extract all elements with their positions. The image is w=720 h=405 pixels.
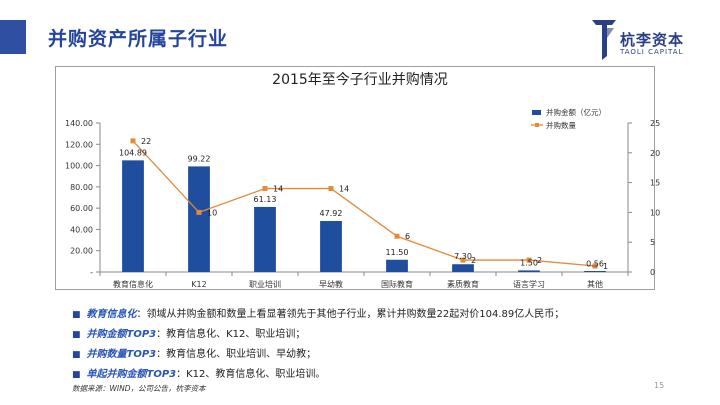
bar: [188, 166, 210, 272]
y-right-tick-label: 10: [650, 208, 660, 217]
bullet-square-icon: ■: [72, 350, 81, 360]
bar: [320, 220, 342, 272]
bullet-square-icon: ■: [72, 310, 81, 320]
note-key: 单起并购金额TOP3: [86, 369, 177, 380]
legend-bar-label: 并购金额（亿元）: [546, 107, 606, 117]
legend-bar-swatch: [532, 110, 541, 115]
note-text: ：领域从并购金额和数量上看显著领先于其他子行业，累计并购数量22起对价104.8…: [136, 309, 565, 320]
y-right-tick-label: 5: [650, 238, 655, 247]
note-text: ：教育信息化、K12、职业培训；: [156, 329, 306, 340]
company-logo: 杭李资本 TAOLI CAPITAL: [590, 14, 702, 64]
line-point: [262, 186, 268, 192]
y-left-tick-label: 60.00: [70, 204, 93, 213]
y-right-tick-label: 25: [650, 119, 660, 128]
bar-data-label: 104.89: [119, 148, 147, 157]
line-data-label: 2: [537, 256, 542, 265]
y-left-tick-label: 80.00: [70, 183, 93, 192]
y-right-tick-label: 0: [650, 268, 655, 277]
chart-frame: [55, 66, 655, 290]
line-point: [460, 257, 466, 263]
y-left-tick-label: 20.00: [70, 247, 93, 256]
line-point: [196, 209, 202, 215]
y-left-tick-label: 100.00: [65, 162, 93, 171]
x-tick-label: 教育信息化: [113, 279, 153, 289]
line-point: [592, 263, 598, 269]
logo-name-en: TAOLI CAPITAL: [620, 48, 684, 56]
legend-line-label: 并购数量: [546, 120, 576, 130]
x-tick-label: 其他: [587, 279, 603, 289]
x-tick-label: 国际教育: [381, 279, 413, 289]
x-tick-label: 职业培训: [249, 279, 281, 289]
bar-data-label: 0.56: [586, 259, 604, 268]
y-left-tick-label: 40.00: [70, 225, 93, 234]
note-text: ：教育信息化、职业培训、早幼教；: [156, 349, 317, 360]
line-point: [526, 257, 532, 263]
bar-data-label: 1.50: [520, 258, 538, 267]
line-point: [394, 233, 400, 239]
y-left-tick-label: -: [90, 268, 93, 277]
line-point: [328, 186, 334, 192]
note-key: 并购数量TOP3: [86, 349, 157, 360]
slide-title: 并购资产所属子行业: [48, 28, 229, 50]
note-item: ■ 单起并购金额TOP3：K12、教育信息化、职业培训。: [72, 365, 692, 385]
line-data-label: 6: [405, 232, 410, 241]
bar-data-label: 11.50: [386, 248, 409, 257]
page-number: 15: [654, 381, 665, 390]
y-left-tick-label: 120.00: [65, 140, 93, 149]
chart-title: 2015年至今子行业并购情况: [272, 72, 448, 88]
bar: [518, 270, 540, 272]
bar-data-label: 47.92: [320, 209, 343, 218]
note-item: ■ 并购数量TOP3：教育信息化、职业培训、早幼教；: [72, 345, 692, 365]
bar: [452, 264, 474, 272]
note-key: 并购金额TOP3: [86, 329, 157, 340]
note-item: ■ 教育信息化：领域从并购金额和数量上看显著领先于其他子行业，累计并购数量22起对…: [72, 305, 692, 325]
data-source: 数据来源：WIND，公司公告，杭李资本: [72, 384, 206, 393]
x-tick-label: K12: [191, 280, 206, 289]
logo-mark-icon: [592, 20, 616, 60]
logo-name-cn: 杭李资本: [620, 31, 685, 49]
bar: [122, 160, 144, 272]
note-text: ：K12、教育信息化、职业培训。: [176, 369, 326, 380]
bar: [254, 206, 276, 272]
x-tick-label: 素质教育: [447, 279, 479, 289]
line-data-label: 2: [471, 256, 476, 265]
y-left-tick-label: 140.00: [65, 119, 93, 128]
notes-list: ■ 教育信息化：领域从并购金额和数量上看显著领先于其他子行业，累计并购数量22起对…: [72, 305, 692, 385]
title-accent-bar: [0, 20, 26, 54]
line-point: [130, 138, 136, 144]
line-data-label: 14: [273, 185, 283, 194]
bar-data-label: 7.30: [454, 252, 472, 261]
bar-data-label: 99.22: [188, 154, 211, 163]
bullet-square-icon: ■: [72, 370, 81, 380]
x-tick-label: 语言学习: [513, 279, 545, 289]
line-data-label: 22: [141, 137, 151, 146]
x-tick-label: 早幼教: [319, 279, 343, 289]
legend-line-marker: [535, 123, 539, 127]
bar-data-label: 61.13: [254, 195, 277, 204]
line-series: [132, 140, 596, 267]
bar: [584, 271, 606, 272]
line-data-label: 1: [603, 262, 608, 271]
bullet-square-icon: ■: [72, 330, 81, 340]
note-item: ■ 并购金额TOP3：教育信息化、K12、职业培训；: [72, 325, 692, 345]
note-key: 教育信息化: [86, 309, 137, 320]
y-right-tick-label: 20: [650, 149, 660, 158]
line-data-label: 14: [339, 185, 349, 194]
line-data-label: 10: [207, 208, 217, 217]
y-right-tick-label: 15: [650, 179, 660, 188]
bar: [386, 259, 408, 272]
